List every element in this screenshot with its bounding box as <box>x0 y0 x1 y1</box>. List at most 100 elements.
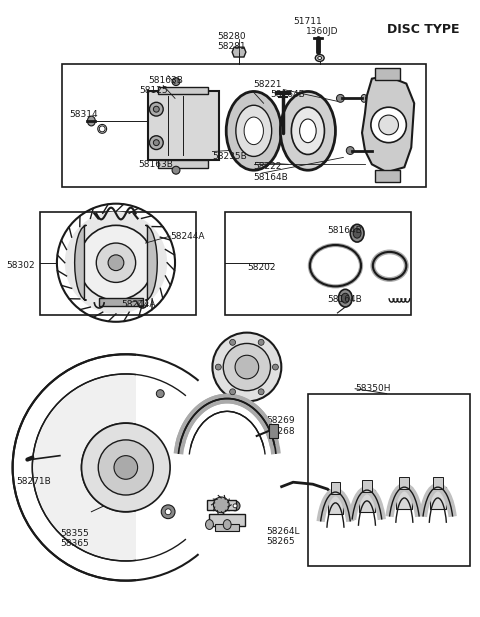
Bar <box>362 480 372 492</box>
Bar <box>399 478 409 489</box>
Circle shape <box>161 505 175 519</box>
Polygon shape <box>362 76 414 172</box>
Text: DISC TYPE: DISC TYPE <box>386 23 459 36</box>
Ellipse shape <box>361 94 367 102</box>
Circle shape <box>371 107 407 143</box>
Ellipse shape <box>338 289 352 307</box>
Circle shape <box>273 364 278 370</box>
Bar <box>268 424 278 438</box>
Text: 1360JD: 1360JD <box>306 27 338 36</box>
Text: 58280: 58280 <box>217 33 246 41</box>
Text: 58164B: 58164B <box>327 295 362 304</box>
Circle shape <box>149 136 163 149</box>
Circle shape <box>99 126 105 132</box>
Bar <box>216 524 239 531</box>
Circle shape <box>258 339 264 346</box>
Circle shape <box>108 255 124 271</box>
Text: 58235B: 58235B <box>213 152 247 160</box>
Circle shape <box>114 455 138 479</box>
Text: 58254A: 58254A <box>196 537 230 546</box>
Text: 58207: 58207 <box>225 344 254 354</box>
Circle shape <box>98 440 154 495</box>
Bar <box>181 384 189 390</box>
Circle shape <box>229 389 236 395</box>
Circle shape <box>154 139 159 146</box>
Text: 58125: 58125 <box>140 86 168 94</box>
Bar <box>136 349 264 586</box>
Bar <box>62 64 426 187</box>
Text: 58355: 58355 <box>60 529 89 539</box>
Circle shape <box>230 501 240 511</box>
Circle shape <box>165 509 171 515</box>
Bar <box>331 482 340 494</box>
Circle shape <box>154 106 159 112</box>
Ellipse shape <box>341 293 349 303</box>
Text: 58281: 58281 <box>217 42 246 51</box>
Bar <box>158 86 207 94</box>
Text: 58271B: 58271B <box>16 478 51 486</box>
Text: 58269: 58269 <box>266 416 295 425</box>
Text: 58268: 58268 <box>266 427 295 436</box>
Circle shape <box>214 497 229 513</box>
Text: 58244A: 58244A <box>121 300 156 309</box>
Circle shape <box>258 389 264 395</box>
Text: 51711: 51711 <box>293 17 322 26</box>
Ellipse shape <box>315 54 324 62</box>
Ellipse shape <box>223 520 231 529</box>
Circle shape <box>65 212 167 314</box>
Bar <box>99 298 143 306</box>
Bar <box>396 487 412 509</box>
Circle shape <box>82 423 170 511</box>
Bar <box>40 212 196 315</box>
Bar <box>327 492 343 514</box>
Circle shape <box>149 102 163 116</box>
Bar <box>308 394 470 566</box>
Bar <box>158 160 207 168</box>
Text: 58365: 58365 <box>60 539 89 549</box>
Ellipse shape <box>318 57 322 59</box>
Circle shape <box>172 166 180 174</box>
Circle shape <box>346 147 354 154</box>
Text: 58314: 58314 <box>70 110 98 119</box>
Ellipse shape <box>350 225 364 242</box>
Circle shape <box>114 455 138 479</box>
Text: 58202: 58202 <box>247 263 276 271</box>
Ellipse shape <box>205 520 214 529</box>
Bar <box>430 487 446 509</box>
Circle shape <box>216 364 221 370</box>
Text: 58208: 58208 <box>225 354 254 363</box>
Polygon shape <box>232 47 246 57</box>
Circle shape <box>82 423 170 511</box>
Circle shape <box>229 339 236 346</box>
Ellipse shape <box>226 91 281 170</box>
Text: 58164B: 58164B <box>254 173 288 182</box>
Ellipse shape <box>375 147 380 154</box>
Text: 58244A: 58244A <box>170 232 204 241</box>
Text: 58255B: 58255B <box>194 552 228 561</box>
Text: 58267: 58267 <box>163 367 192 376</box>
Circle shape <box>223 344 271 391</box>
Polygon shape <box>145 225 157 300</box>
Bar <box>206 500 236 510</box>
Circle shape <box>233 504 237 508</box>
Ellipse shape <box>291 107 324 154</box>
Bar <box>225 212 411 315</box>
Circle shape <box>96 243 136 283</box>
Bar <box>359 490 375 511</box>
Text: 58164B: 58164B <box>271 89 305 99</box>
Text: 58221: 58221 <box>254 80 282 89</box>
Text: 58350H: 58350H <box>355 384 391 393</box>
Ellipse shape <box>236 106 272 157</box>
Circle shape <box>156 390 164 397</box>
Circle shape <box>213 333 281 402</box>
Text: 58266: 58266 <box>217 516 246 524</box>
Circle shape <box>216 502 219 506</box>
Bar <box>375 170 400 182</box>
Text: 58265: 58265 <box>266 537 295 546</box>
Circle shape <box>379 115 398 135</box>
Ellipse shape <box>244 117 264 144</box>
Ellipse shape <box>365 96 371 101</box>
Circle shape <box>336 94 344 102</box>
Circle shape <box>213 499 222 509</box>
Ellipse shape <box>300 119 316 143</box>
